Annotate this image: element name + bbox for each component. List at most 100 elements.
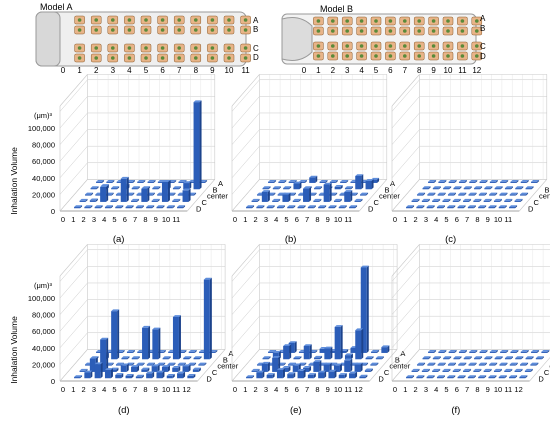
bar bbox=[371, 179, 378, 183]
bar bbox=[334, 186, 341, 190]
bar bbox=[246, 377, 253, 379]
bar-top bbox=[287, 362, 296, 365]
bar bbox=[359, 376, 366, 379]
bar-side bbox=[148, 325, 151, 360]
gridline-side bbox=[59, 282, 88, 315]
passenger-icon bbox=[403, 19, 407, 23]
bar-side bbox=[273, 192, 276, 196]
seat-number-label: 12 bbox=[472, 66, 481, 75]
passenger-icon bbox=[243, 18, 248, 22]
bar bbox=[168, 181, 175, 183]
depth-row-label: B bbox=[395, 355, 400, 364]
bar-side bbox=[293, 372, 296, 379]
bar-top bbox=[463, 186, 472, 189]
passenger-icon bbox=[243, 46, 248, 50]
y-tick-label: 100,000 bbox=[28, 294, 55, 303]
bar bbox=[282, 194, 289, 202]
bar bbox=[126, 194, 133, 196]
x-tick-label: 5 bbox=[112, 215, 116, 224]
passenger-icon bbox=[374, 19, 378, 23]
bar-top bbox=[282, 192, 291, 195]
bar-side bbox=[458, 368, 461, 372]
bar-side bbox=[516, 179, 519, 183]
bar-top bbox=[541, 349, 550, 352]
gridline-side bbox=[391, 79, 420, 112]
depth-row-label: C bbox=[212, 368, 218, 377]
bar-side bbox=[504, 375, 507, 379]
x-tick-label: 5 bbox=[284, 215, 288, 224]
bar bbox=[328, 371, 335, 379]
x-tick-label: 9 bbox=[326, 385, 330, 394]
bar-top bbox=[458, 349, 467, 352]
bar-side bbox=[110, 368, 113, 379]
gridline-side bbox=[231, 316, 260, 348]
depth-row-label: C bbox=[534, 198, 540, 207]
bar-side bbox=[484, 362, 487, 366]
bar-top bbox=[137, 179, 146, 182]
bar bbox=[489, 181, 496, 183]
bar-side bbox=[428, 356, 431, 360]
bar-side bbox=[153, 179, 156, 183]
bar-side bbox=[178, 365, 181, 372]
passenger-icon bbox=[111, 28, 115, 32]
bar bbox=[375, 358, 382, 360]
bar-top bbox=[328, 205, 337, 208]
bar-side bbox=[480, 186, 483, 190]
x-tick-label: 4 bbox=[102, 385, 106, 394]
bar bbox=[262, 358, 269, 360]
bar bbox=[426, 207, 433, 209]
depth-row-label: B bbox=[213, 185, 218, 194]
bar-side bbox=[268, 186, 271, 190]
bar bbox=[106, 181, 113, 183]
bar-top bbox=[307, 205, 316, 208]
bar-top bbox=[447, 192, 456, 195]
bar-top bbox=[288, 179, 297, 182]
panel-caption: (f) bbox=[451, 405, 460, 416]
bar bbox=[307, 207, 314, 209]
passenger-icon bbox=[475, 29, 479, 33]
x-tick-label: 8 bbox=[143, 385, 147, 394]
gridline-side bbox=[231, 282, 260, 315]
bar-side bbox=[112, 179, 115, 183]
bar bbox=[344, 360, 351, 372]
bar-top bbox=[432, 198, 441, 201]
passenger-icon bbox=[460, 29, 465, 33]
bar bbox=[484, 358, 491, 360]
bar-side bbox=[515, 192, 518, 196]
bar bbox=[453, 188, 460, 190]
passenger-icon bbox=[144, 28, 148, 32]
bar-side bbox=[162, 370, 165, 379]
floor-right-edge bbox=[197, 349, 226, 382]
bar-top bbox=[479, 349, 488, 352]
bar bbox=[157, 194, 164, 196]
bar-top bbox=[474, 356, 483, 359]
bar bbox=[443, 188, 450, 190]
depth-row-label: D bbox=[528, 204, 534, 213]
bar-top bbox=[104, 368, 113, 370]
bar bbox=[120, 178, 127, 202]
bar-top bbox=[188, 362, 197, 365]
bar bbox=[478, 377, 485, 379]
depth-row-label: A bbox=[218, 179, 223, 188]
bar-side bbox=[412, 375, 415, 379]
depth-row-label: B bbox=[385, 185, 390, 194]
passenger-icon bbox=[417, 19, 422, 23]
passenger-icon bbox=[345, 54, 350, 58]
bar-side bbox=[168, 356, 171, 360]
bar bbox=[166, 207, 173, 209]
bar bbox=[125, 207, 132, 209]
bar-side bbox=[480, 356, 483, 360]
bar bbox=[509, 377, 516, 379]
bar-side bbox=[370, 368, 373, 372]
bar-top bbox=[177, 371, 186, 374]
bar-top bbox=[478, 192, 487, 195]
bar-top bbox=[166, 205, 175, 208]
bar bbox=[319, 181, 326, 183]
bar bbox=[187, 375, 194, 379]
bar bbox=[350, 347, 357, 353]
bar-top bbox=[452, 368, 461, 371]
bar bbox=[510, 351, 517, 353]
bar-top bbox=[474, 186, 483, 189]
bar bbox=[406, 207, 413, 209]
